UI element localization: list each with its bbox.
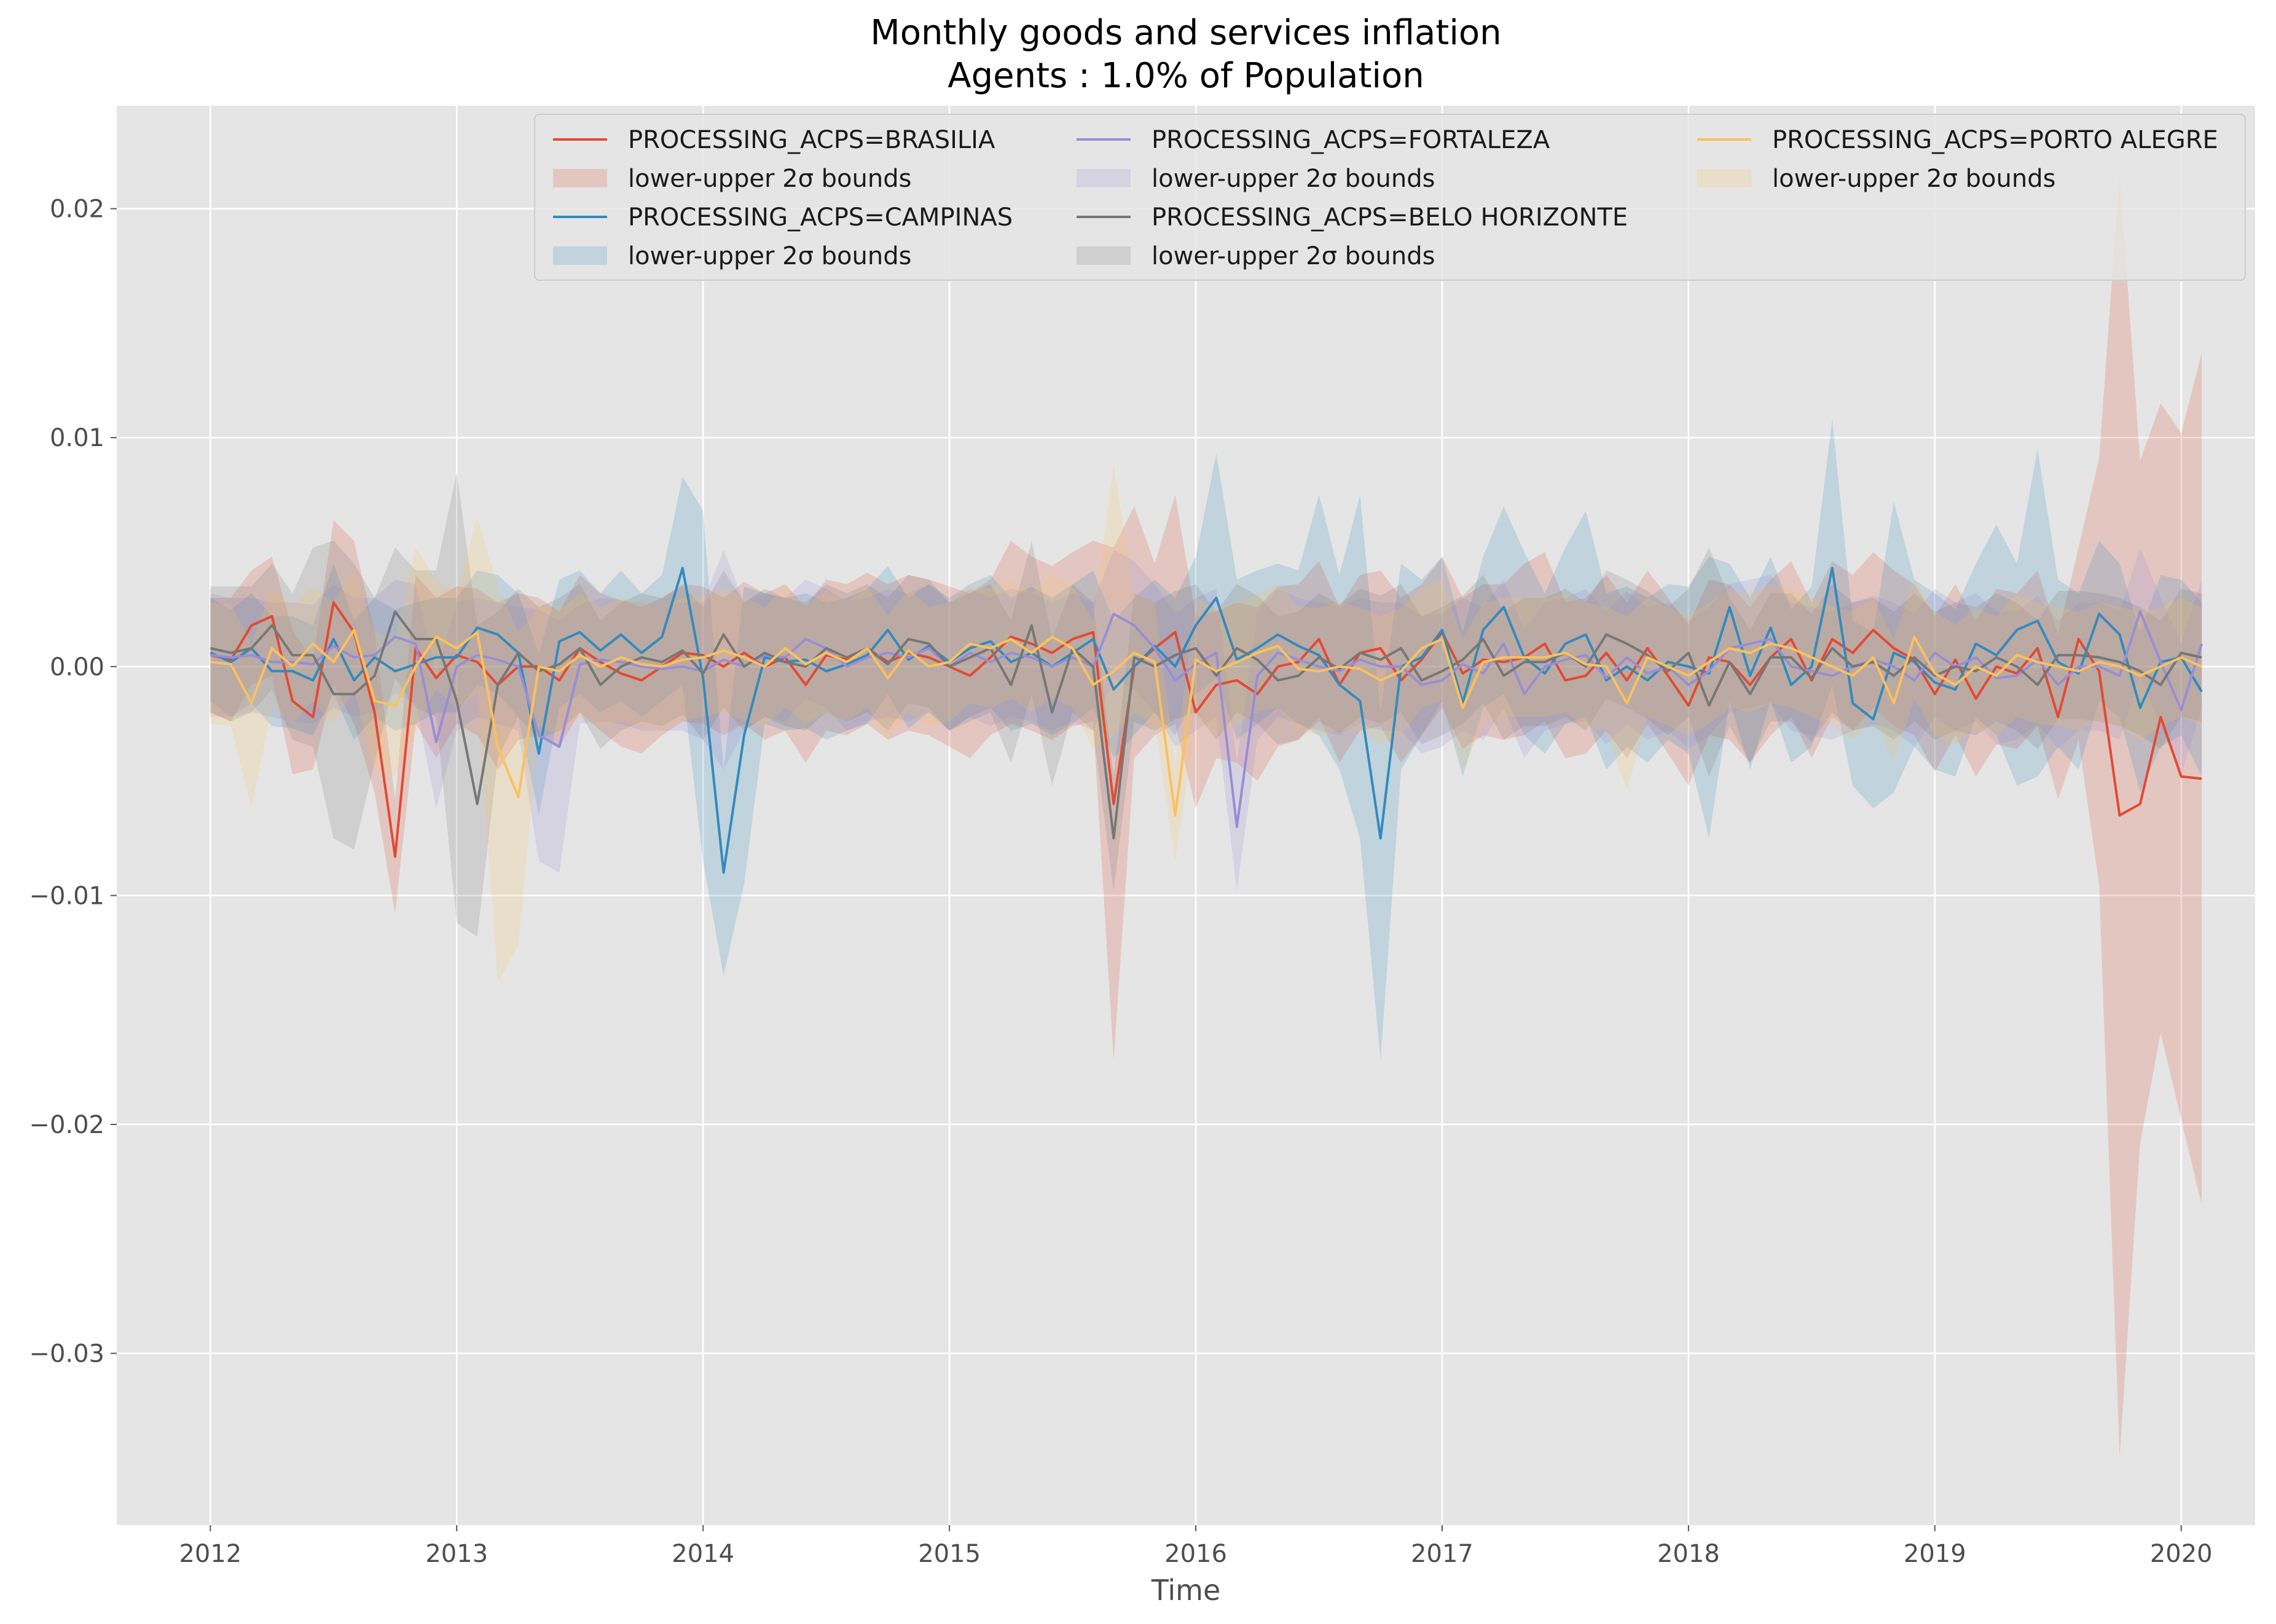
legend-series-label: PROCESSING_ACPS=BRASILIA: [628, 126, 995, 154]
x-tick-label: 2019: [1904, 1540, 1966, 1568]
legend-band-swatch: [553, 169, 607, 187]
y-tick-label: −0.03: [29, 1340, 104, 1368]
line-5: [210, 629, 2202, 817]
band-3: [210, 547, 2202, 891]
gridlines: [117, 106, 2255, 1525]
legend-band-label: lower-upper 2σ bounds: [1772, 165, 2055, 193]
legend-series-label: PROCESSING_ACPS=PORTO ALEGRE: [1772, 126, 2218, 154]
legend-band-label: lower-upper 2σ bounds: [1152, 165, 1435, 193]
legend-band-swatch: [1697, 169, 1751, 187]
y-tick-label: 0.02: [50, 195, 104, 224]
legend-series-label: PROCESSING_ACPS=FORTALEZA: [1152, 126, 1550, 154]
band-2: [210, 419, 2202, 1061]
chart-subtitle: Agents : 1.0% of Population: [948, 56, 1424, 96]
x-tick-label: 2018: [1657, 1540, 1720, 1568]
legend-band-swatch: [553, 246, 607, 265]
legend-band-label: lower-upper 2σ bounds: [628, 242, 911, 270]
y-tick-label: −0.02: [29, 1111, 104, 1139]
x-tick-label: 2016: [1164, 1540, 1227, 1568]
y-tick-label: −0.01: [29, 882, 104, 910]
band-4: [210, 472, 2202, 937]
plot-area: [117, 106, 2255, 1525]
y-axis-ticks: 0.02 0.01 0.00 −0.01 −0.02 −0.03: [29, 195, 117, 1368]
x-tick-label: 2014: [672, 1540, 734, 1568]
x-axis-ticks: 2012 2013 2014 2015 2016 2017 2018 2019 2020: [179, 1525, 2213, 1568]
series-lines: [210, 567, 2203, 874]
legend-band-swatch: [1077, 246, 1131, 265]
x-tick-label: 2015: [918, 1540, 981, 1568]
uncertainty-bands: [210, 174, 2202, 1457]
legend-band-swatch: [1077, 169, 1131, 187]
x-tick-label: 2013: [425, 1540, 488, 1568]
chart-title: Monthly goods and services inflation: [870, 13, 1501, 53]
x-tick-label: 2017: [1411, 1540, 1474, 1568]
line-4: [210, 610, 2202, 840]
y-tick-label: 0.01: [50, 424, 104, 452]
legend: PROCESSING_ACPS=BRASILIA lower-upper 2σ b…: [534, 114, 2246, 281]
legend-band-label: lower-upper 2σ bounds: [1152, 242, 1435, 270]
x-axis-label: Time: [1151, 1574, 1221, 1607]
legend-frame: [534, 114, 2246, 281]
legend-series-label: PROCESSING_ACPS=BELO HORIZONTE: [1152, 203, 1628, 232]
legend-series-label: PROCESSING_ACPS=CAMPINAS: [628, 203, 1013, 232]
x-tick-label: 2020: [2150, 1540, 2213, 1568]
line-2: [210, 567, 2203, 874]
band-5: [210, 465, 2202, 983]
x-tick-label: 2012: [179, 1540, 241, 1568]
y-tick-label: 0.00: [50, 653, 104, 681]
legend-band-label: lower-upper 2σ bounds: [628, 165, 911, 193]
